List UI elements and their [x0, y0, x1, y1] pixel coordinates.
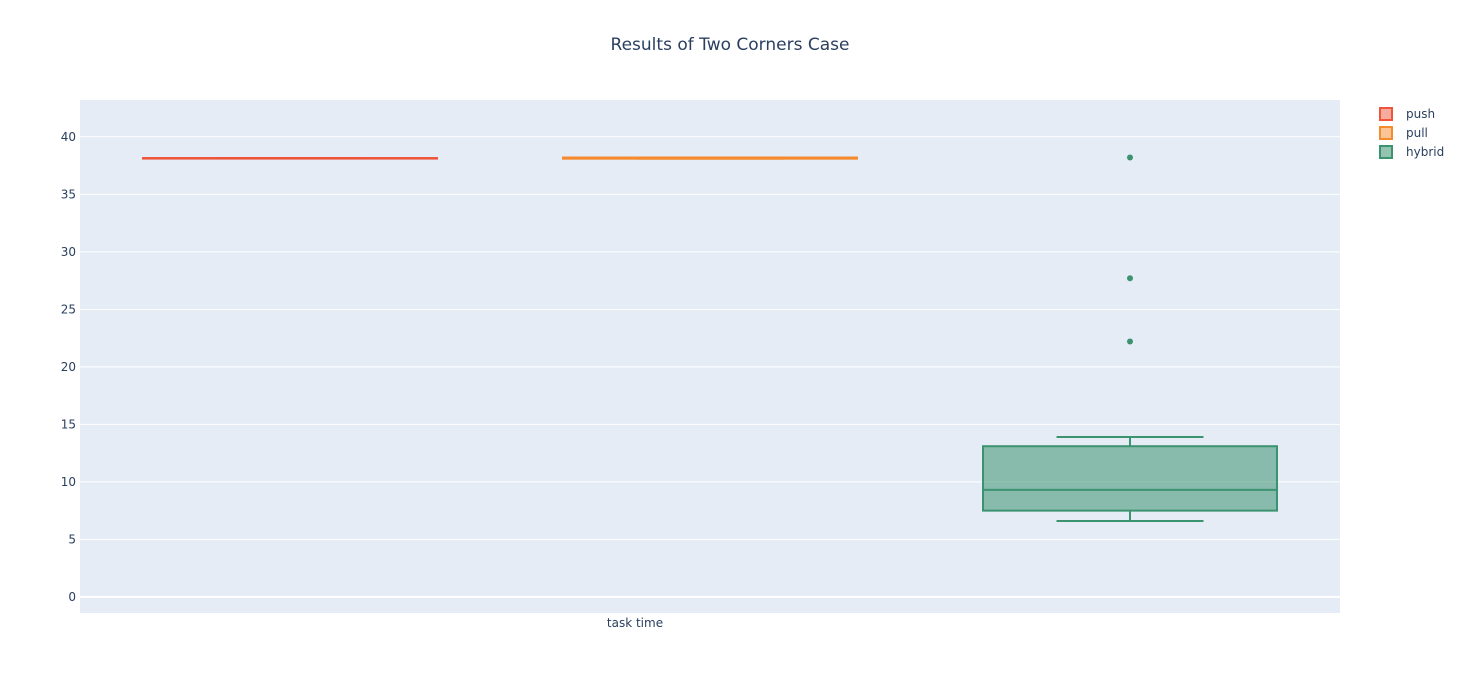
y-axis-ticks: 0 5 10 15 20 25 30 35 40	[61, 130, 76, 604]
y-tick-label: 35	[61, 187, 76, 201]
legend-item-hybrid[interactable]: hybrid	[1379, 145, 1444, 159]
box-pull	[562, 156, 858, 160]
outlier-point	[1127, 154, 1133, 161]
y-tick-label: 20	[61, 360, 76, 374]
outlier-point	[1127, 338, 1133, 345]
y-tick-label: 5	[68, 532, 76, 546]
y-tick-label: 0	[68, 590, 76, 604]
box-push	[142, 157, 438, 160]
outlier-point	[1127, 275, 1133, 282]
plot-area	[80, 100, 1340, 613]
legend-label: pull	[1406, 126, 1428, 140]
y-tick-label: 10	[61, 475, 76, 489]
y-tick-label: 30	[61, 245, 76, 259]
gridlines	[80, 136, 1340, 598]
box-hybrid	[982, 154, 1278, 522]
boxes	[142, 154, 1278, 522]
legend-item-push[interactable]: push	[1379, 107, 1435, 121]
y-tick-label: 25	[61, 302, 76, 316]
legend-item-pull[interactable]: pull	[1379, 126, 1428, 140]
x-tick-label: task time	[607, 616, 663, 630]
legend-label: hybrid	[1406, 145, 1444, 159]
legend-label: push	[1406, 107, 1435, 121]
y-tick-label: 40	[61, 130, 76, 144]
legend-swatch	[1379, 145, 1393, 159]
legend-swatch	[1379, 107, 1393, 121]
box-body	[982, 445, 1278, 512]
chart-title: Results of Two Corners Case	[611, 35, 850, 55]
y-tick-label: 15	[61, 417, 76, 431]
legend[interactable]: push pull hybrid	[1379, 107, 1444, 159]
legend-swatch	[1379, 126, 1393, 140]
